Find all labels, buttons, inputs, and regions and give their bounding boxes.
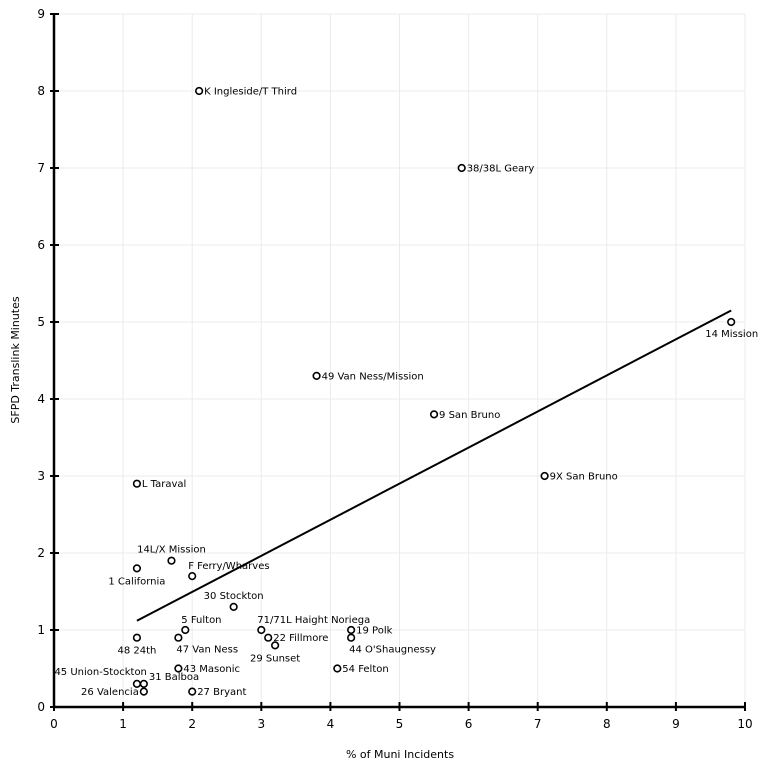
data-point-label: 19 Polk bbox=[356, 626, 392, 637]
y-tick-label: 7 bbox=[37, 161, 45, 175]
data-point bbox=[188, 571, 197, 581]
x-tick-label: 8 bbox=[603, 717, 611, 731]
data-point-label: 38/38L Geary bbox=[467, 164, 535, 175]
data-point-label: 26 Valencia bbox=[81, 687, 139, 698]
data-point-label: 29 Sunset bbox=[250, 653, 300, 664]
y-tick-label: 5 bbox=[37, 315, 45, 329]
data-point-label: 14L/X Mission bbox=[137, 545, 206, 556]
x-tick-label: 1 bbox=[119, 717, 127, 731]
data-point bbox=[174, 664, 183, 673]
y-tick-label: 0 bbox=[37, 700, 45, 714]
x-tick-label: 10 bbox=[737, 717, 752, 731]
grid bbox=[54, 13, 746, 707]
x-tick-label: 0 bbox=[50, 717, 58, 731]
y-tick-label: 1 bbox=[37, 623, 45, 637]
x-tick-label: 6 bbox=[465, 717, 473, 731]
data-point-label: 9 San Bruno bbox=[439, 410, 500, 421]
points-group: K Ingleside/T Third 38/38L Geary 14 Missio… bbox=[54, 87, 758, 699]
data-point-label: 5 Fulton bbox=[181, 615, 221, 626]
data-point bbox=[195, 86, 204, 96]
data-point bbox=[139, 687, 148, 696]
axes: 0 1 2 3 4 5 6 7 8 9 10 0 1 2 3 4 5 6 7 8 9 bbox=[37, 7, 752, 731]
data-point bbox=[264, 633, 273, 642]
data-point bbox=[132, 633, 142, 642]
trendline-group bbox=[136, 309, 732, 622]
data-point bbox=[312, 371, 321, 381]
data-point-label: 45 Union-Stockton bbox=[54, 667, 146, 678]
data-point-label: 47 Van Ness bbox=[176, 645, 238, 656]
y-tick-label: 3 bbox=[37, 469, 45, 483]
trendline bbox=[136, 309, 732, 622]
data-point bbox=[429, 410, 439, 419]
data-point bbox=[229, 602, 238, 612]
x-tick-label: 4 bbox=[327, 717, 335, 731]
data-point-label: K Ingleside/T Third bbox=[204, 87, 297, 98]
data-point-label: 30 Stockton bbox=[204, 591, 264, 602]
data-point-label: 43 Masonic bbox=[183, 664, 240, 675]
data-point-label: 48 24th bbox=[117, 646, 156, 657]
data-point-label: L Taraval bbox=[142, 479, 186, 490]
data-point bbox=[167, 556, 176, 565]
data-point bbox=[139, 679, 148, 689]
data-point bbox=[257, 625, 266, 635]
data-point bbox=[132, 564, 142, 573]
data-point bbox=[271, 641, 280, 650]
data-point bbox=[181, 625, 190, 635]
data-point-label: 22 Fillmore bbox=[273, 633, 328, 644]
x-tick-label: 2 bbox=[188, 717, 196, 731]
y-axis-title: SFPD Translink Minutes bbox=[9, 296, 22, 423]
x-tick-label: 5 bbox=[396, 717, 404, 731]
data-point bbox=[333, 664, 342, 673]
data-point bbox=[174, 633, 183, 642]
data-point-label: 31 Balboa bbox=[149, 672, 199, 683]
y-tick-label: 6 bbox=[37, 238, 45, 252]
data-point-label: 54 Felton bbox=[342, 664, 388, 675]
data-point bbox=[540, 471, 549, 481]
data-point-label: 1 California bbox=[108, 576, 165, 587]
y-tick-label: 9 bbox=[37, 7, 45, 21]
x-tick-label: 9 bbox=[672, 717, 680, 731]
data-point bbox=[188, 687, 197, 696]
x-axis-title: % of Muni Incidents bbox=[346, 748, 454, 761]
x-tick-label: 7 bbox=[534, 717, 542, 731]
data-point-label: 9X San Bruno bbox=[550, 472, 618, 483]
data-point-label: F Ferry/Wharves bbox=[188, 561, 269, 572]
y-tick-label: 2 bbox=[37, 546, 45, 560]
data-point-label: 14 Mission bbox=[705, 329, 758, 340]
y-tick-label: 4 bbox=[37, 392, 45, 406]
data-point-label: 27 Bryant bbox=[197, 687, 246, 698]
data-point bbox=[727, 317, 736, 327]
data-point-label: 71/71L Haight Noriega bbox=[257, 615, 370, 626]
y-tick-label: 8 bbox=[37, 84, 45, 98]
data-point bbox=[347, 633, 356, 642]
data-point bbox=[347, 625, 356, 635]
data-point-label: 49 Van Ness/Mission bbox=[322, 371, 424, 382]
data-point bbox=[457, 163, 466, 173]
data-point-label: 44 O'Shaugnessy bbox=[349, 645, 436, 656]
x-tick-label: 3 bbox=[257, 717, 265, 731]
data-point bbox=[132, 479, 142, 488]
